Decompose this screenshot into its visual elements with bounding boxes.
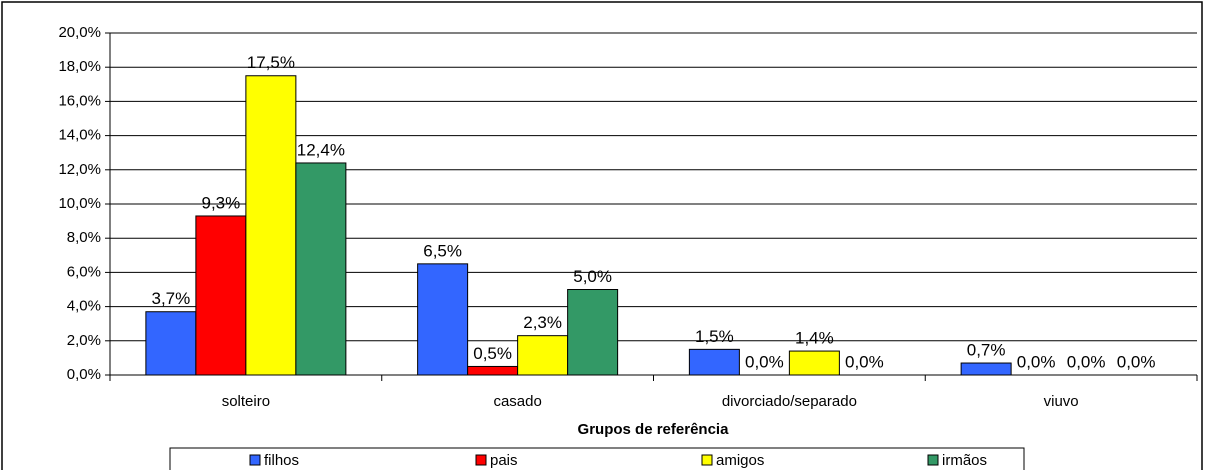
x-tick-label: solteiro bbox=[222, 393, 270, 410]
value-label: 0,0% bbox=[1067, 352, 1106, 371]
value-label: 17,5% bbox=[247, 53, 295, 72]
y-tick-label: 8,0% bbox=[67, 229, 101, 246]
value-label: 0,0% bbox=[745, 352, 784, 371]
value-label: 1,5% bbox=[695, 327, 734, 346]
bar bbox=[195, 215, 247, 376]
y-tick-label: 6,0% bbox=[67, 263, 101, 280]
x-axis-title: Grupos de referência bbox=[578, 421, 730, 438]
bar bbox=[788, 350, 840, 376]
value-label: 5,0% bbox=[573, 267, 612, 286]
legend-label: amigos bbox=[716, 452, 764, 469]
value-label: 0,7% bbox=[967, 341, 1006, 360]
bar bbox=[567, 289, 619, 376]
bar bbox=[145, 311, 197, 376]
value-label: 2,3% bbox=[523, 313, 562, 332]
value-label: 1,4% bbox=[795, 329, 834, 348]
value-label: 3,7% bbox=[152, 289, 191, 308]
legend-swatch bbox=[249, 454, 261, 466]
y-tick-label: 2,0% bbox=[67, 332, 101, 349]
legend-swatch bbox=[927, 454, 939, 466]
legend-swatch bbox=[475, 454, 487, 466]
value-label: 0,0% bbox=[1017, 352, 1056, 371]
x-tick-label: viuvo bbox=[1044, 393, 1079, 410]
value-label: 6,5% bbox=[423, 241, 462, 260]
y-tick-label: 0,0% bbox=[67, 366, 101, 383]
bar bbox=[467, 365, 519, 376]
legend-swatch bbox=[701, 454, 713, 466]
y-tick-label: 18,0% bbox=[58, 58, 101, 75]
x-tick-label: divorciado/separado bbox=[722, 393, 857, 410]
y-tick-label: 10,0% bbox=[58, 195, 101, 212]
legend-box bbox=[169, 447, 1025, 470]
value-label: 9,3% bbox=[202, 193, 241, 212]
y-tick-label: 4,0% bbox=[67, 298, 101, 315]
y-tick-label: 14,0% bbox=[58, 127, 101, 144]
bar bbox=[517, 335, 569, 376]
value-label: 0,0% bbox=[845, 352, 884, 371]
y-tick-label: 20,0% bbox=[58, 24, 101, 41]
legend-label: irmãos bbox=[942, 452, 987, 469]
bar bbox=[960, 362, 1012, 376]
value-label: 12,4% bbox=[297, 140, 345, 159]
legend-label: pais bbox=[490, 452, 518, 469]
y-tick-label: 16,0% bbox=[58, 92, 101, 109]
x-tick-label: casado bbox=[493, 393, 541, 410]
value-label: 0,5% bbox=[473, 344, 512, 363]
y-tick-label: 12,0% bbox=[58, 161, 101, 178]
value-label: 0,0% bbox=[1117, 352, 1156, 371]
bar bbox=[295, 162, 347, 376]
bar bbox=[688, 348, 740, 376]
bar bbox=[245, 75, 297, 376]
bar bbox=[417, 263, 469, 376]
legend-label: filhos bbox=[264, 452, 299, 469]
